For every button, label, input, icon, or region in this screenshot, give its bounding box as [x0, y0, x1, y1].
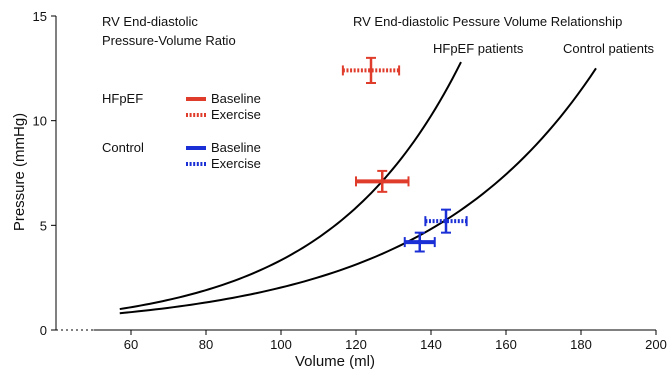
legend-group-hfpef: HFpEF: [102, 91, 143, 106]
x-tick-label: 160: [495, 337, 517, 352]
x-tick-label: 120: [345, 337, 367, 352]
legend-label: Exercise: [211, 156, 261, 171]
y-tick-label: 5: [40, 218, 47, 233]
ratio-title-line1: RV End-diastolic: [102, 14, 198, 29]
legend-label: Exercise: [211, 107, 261, 122]
x-tick-label: 180: [570, 337, 592, 352]
y-tick-label: 10: [33, 114, 47, 129]
y-tick-label: 15: [33, 9, 47, 24]
x-tick-label: 200: [645, 337, 667, 352]
y-axis-title: Pressure (mmHg): [11, 113, 28, 231]
x-axis-title: Volume (ml): [295, 353, 375, 370]
x-tick-label: 60: [124, 337, 138, 352]
point-marker: [368, 67, 374, 73]
axes: 60 80 100 120 140 160 180 200 0 5 10 15: [33, 9, 667, 352]
control-curve-label: Control patients: [563, 41, 655, 56]
x-tick-label: 140: [420, 337, 442, 352]
hfpef-baseline-point: [355, 169, 410, 193]
point-marker: [379, 178, 385, 184]
legend-label: Baseline: [211, 140, 261, 155]
control-baseline-point: [403, 231, 436, 253]
legend-group-control: Control: [102, 140, 144, 155]
legend-label: Baseline: [211, 91, 261, 106]
data-points: [341, 56, 468, 253]
hfpef-exercise-point: [341, 56, 401, 84]
control-exercise-point: [424, 208, 468, 234]
control-epdvr-curve: [119, 67, 597, 315]
curves: [119, 61, 597, 315]
x-tick-label: 100: [270, 337, 292, 352]
y-tick-label: 0: [40, 323, 47, 338]
relationship-title: RV End-diastolic Pessure Volume Relation…: [353, 14, 622, 29]
ratio-title-line2: Pressure-Volume Ratio: [102, 33, 236, 48]
hfpef-curve-label: HFpEF patients: [433, 41, 524, 56]
point-marker: [417, 239, 423, 245]
hfpef-epdvr-curve: [119, 61, 462, 311]
point-marker: [443, 218, 449, 224]
x-tick-label: 80: [199, 337, 213, 352]
